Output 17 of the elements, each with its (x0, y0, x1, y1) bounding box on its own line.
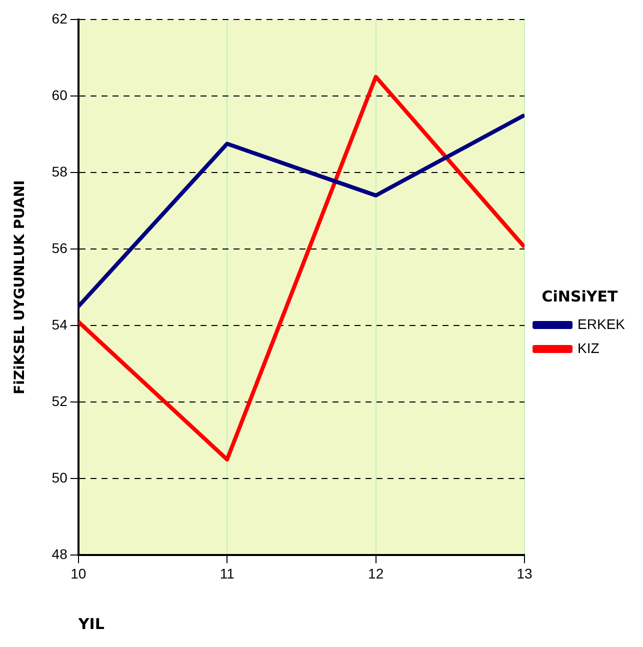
x-tick-label: 12 (368, 565, 384, 582)
x-tick-label: 13 (516, 565, 533, 582)
y-tick-label: 54 (52, 316, 68, 332)
y-tick-label: 52 (52, 392, 68, 409)
y-tick-label: 56 (52, 240, 68, 256)
y-tick-label: 60 (52, 86, 68, 103)
y-tick-label: 62 (52, 10, 68, 26)
y-tick-label: 50 (52, 470, 68, 486)
legend-title: CiNSiYET (542, 287, 619, 306)
x-axis-title: YIL (77, 614, 105, 633)
x-tick-label: 11 (220, 565, 235, 582)
legend-label: ERKEK (578, 316, 626, 332)
y-tick-label: 48 (52, 546, 68, 562)
legend-label: KIZ (578, 340, 600, 356)
x-tick-label: 10 (70, 565, 86, 582)
y-axis-title: FiZiKSEL UYGUNLUK PUANI (12, 180, 28, 394)
y-tick-label: 58 (52, 163, 68, 180)
